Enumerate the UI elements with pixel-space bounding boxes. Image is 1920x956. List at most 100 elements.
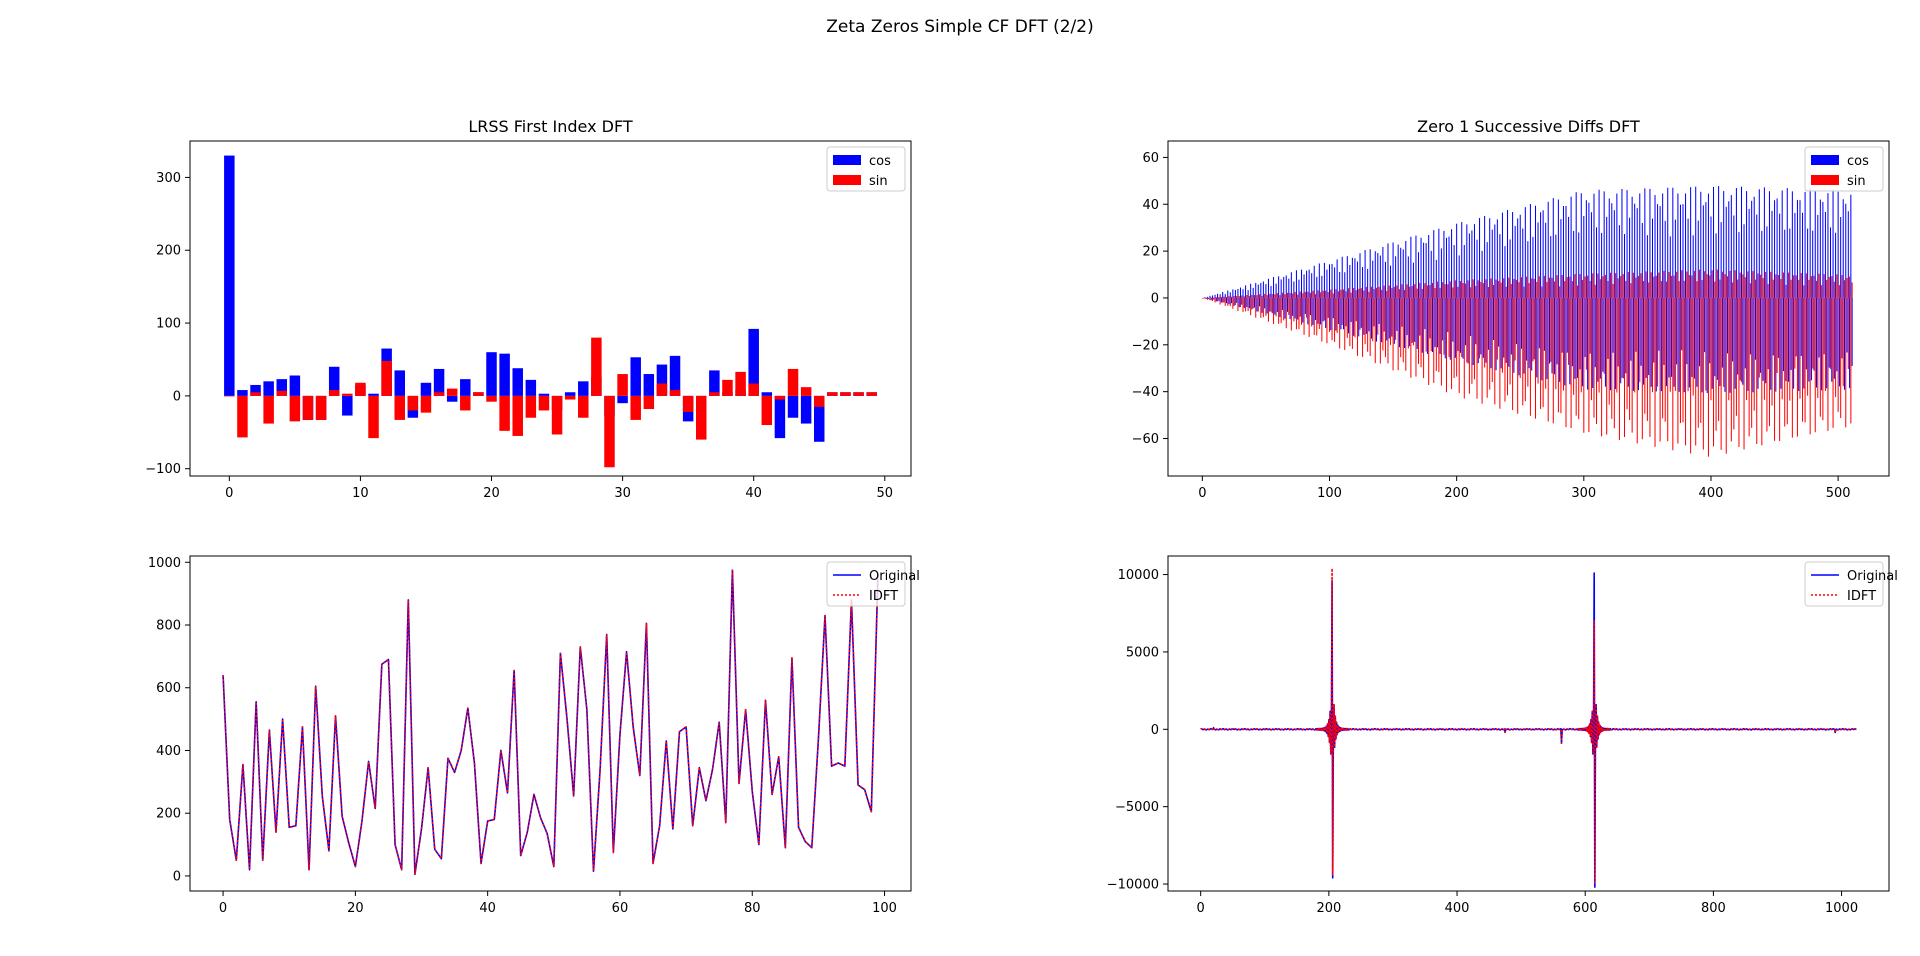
bar-cos-331 <box>1622 297 1624 379</box>
bar-cos-472 <box>1802 212 1804 298</box>
x-tick-label: 400 <box>1699 486 1724 501</box>
bar-cos-322 <box>1611 203 1613 298</box>
bar-sin-253 <box>1523 286 1525 298</box>
bar-cos-174 <box>1423 242 1425 298</box>
bar-cos-369 <box>1671 297 1673 377</box>
bar-cos-10 <box>1214 294 1216 298</box>
bar-cos-507 <box>1846 297 1848 353</box>
bar-sin-161 <box>1406 284 1408 298</box>
bar-cos-346 <box>1641 223 1643 298</box>
bar-cos-278 <box>1555 234 1557 298</box>
bar-sin-361 <box>1660 281 1662 298</box>
bar-sin-330 <box>1621 297 1623 378</box>
x-tick-label: 100 <box>872 901 897 916</box>
bar-sin-308 <box>1593 297 1595 418</box>
bar-sin-87 <box>1312 290 1314 298</box>
bar-sin-239 <box>1505 286 1507 298</box>
bar-cos-488 <box>1822 201 1824 298</box>
bar-cos-140 <box>1379 255 1381 298</box>
bar-cos-262 <box>1534 205 1537 298</box>
axes-lrss-first-index-dft: 0 10 20 30 40 50 −100 0 100 200 300 LRSS First Inde… <box>145 117 912 501</box>
y-tick-label: 60 <box>1142 151 1159 166</box>
bar-sin-55 <box>1271 293 1273 298</box>
bar-cos-56 <box>1273 276 1275 298</box>
bar-cos-5 <box>289 375 301 396</box>
bar-cos-287 <box>1566 297 1568 353</box>
bar-sin-262 <box>1534 297 1537 419</box>
bar-sin-136 <box>1374 297 1376 364</box>
bar-sin-108 <box>1339 297 1341 349</box>
bar-sin-487 <box>1821 285 1823 298</box>
bar-cos-301 <box>1584 297 1586 358</box>
bar-sin-18 <box>1224 297 1226 306</box>
bar-sin-36 <box>696 395 707 440</box>
bar-sin-376 <box>1679 297 1681 424</box>
bar-sin-68 <box>1288 297 1290 315</box>
bar-cos-318 <box>1606 216 1608 298</box>
bar-sin-338 <box>1631 297 1633 433</box>
bar-cos-466 <box>1794 212 1796 298</box>
bar-sin-6 <box>302 395 314 420</box>
bar-cos-179 <box>1429 297 1431 339</box>
bar-sin-111 <box>1342 289 1344 298</box>
bar-sin-41 <box>761 395 773 426</box>
bar-sin-86 <box>1311 297 1313 327</box>
bar-sin-29 <box>1238 296 1240 298</box>
bar-cos-395 <box>1704 297 1706 353</box>
bar-sin-455 <box>1780 279 1782 298</box>
bar-sin-78 <box>1301 297 1303 325</box>
bar-sin-442 <box>1763 297 1765 400</box>
bar-cos-93 <box>1320 297 1322 325</box>
bar-cos-76 <box>1298 279 1300 298</box>
bar-cos-132 <box>1369 249 1371 298</box>
bar-cos-50 <box>1265 284 1267 298</box>
bar-cos-68 <box>1288 278 1290 298</box>
bar-cos-105 <box>1335 297 1337 331</box>
bar-cos-82 <box>1306 270 1308 298</box>
bar-cos-428 <box>1746 191 1748 298</box>
bar-sin-45 <box>1259 294 1261 298</box>
bar-cos-238 <box>1504 246 1506 298</box>
bar-cos-187 <box>1439 297 1441 354</box>
bar-sin-279 <box>1556 275 1558 298</box>
bar-sin-312 <box>1598 297 1600 393</box>
bar-sin-356 <box>1654 297 1656 447</box>
bar-sin-69 <box>1289 292 1291 298</box>
bar-cos-23 <box>1231 297 1233 304</box>
bar-sin-23 <box>1231 296 1233 298</box>
bar-sin-27 <box>1236 296 1238 298</box>
bar-cos-34 <box>669 355 681 396</box>
bar-sin-349 <box>1645 271 1647 298</box>
bar-sin-275 <box>1551 277 1553 298</box>
bar-cos-254 <box>1524 207 1526 298</box>
bar-sin-70 <box>1290 297 1292 331</box>
bar-sin-476 <box>1807 297 1809 396</box>
legend-label-idft: IDFT <box>1847 589 1876 604</box>
bar-cos-485 <box>1818 297 1820 358</box>
bar-cos-134 <box>1372 260 1374 298</box>
bar-sin-440 <box>1761 297 1763 446</box>
bar-cos-48 <box>1262 281 1264 298</box>
bar-sin-324 <box>1613 297 1615 429</box>
bar-cos-426 <box>1743 224 1745 298</box>
bar-cos-4 <box>276 379 288 396</box>
bar-cos-121 <box>1355 297 1357 322</box>
bar-sin-284 <box>1562 297 1564 391</box>
bar-cos-397 <box>1706 297 1708 394</box>
bar-sin-326 <box>1616 297 1618 393</box>
bar-cos-30 <box>617 395 628 404</box>
bar-sin-260 <box>1532 297 1534 362</box>
bar-cos-423 <box>1739 297 1741 381</box>
bar-sin-100 <box>1328 297 1331 332</box>
bar-cos-52 <box>1267 278 1269 298</box>
bar-cos-307 <box>1592 297 1594 388</box>
bar-sin-105 <box>1335 289 1337 298</box>
bar-sin-43 <box>1256 295 1258 298</box>
bar-cos-288 <box>1568 216 1570 298</box>
bar-cos-491 <box>1826 297 1828 389</box>
bar-sin-194 <box>1448 297 1450 358</box>
bar-cos-153 <box>1396 297 1398 331</box>
bar-cos-40 <box>1252 287 1254 298</box>
bar-sin-488 <box>1822 297 1824 421</box>
bar-cos-21 <box>499 353 510 396</box>
